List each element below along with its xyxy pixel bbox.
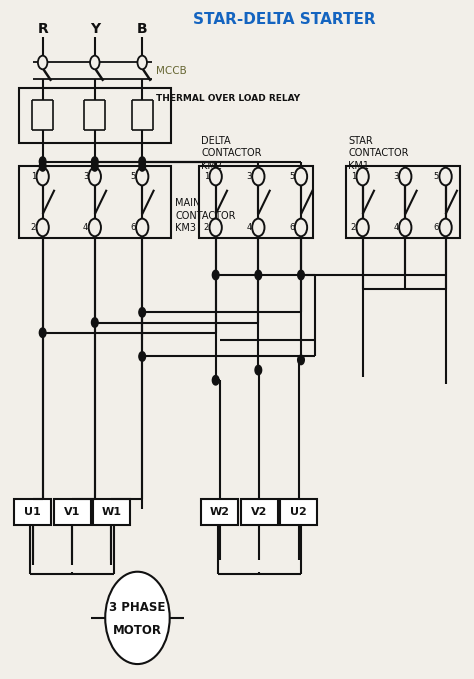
Circle shape	[252, 168, 264, 185]
Text: 5: 5	[130, 172, 136, 181]
Text: R: R	[37, 22, 48, 35]
Circle shape	[89, 168, 101, 185]
Text: W1: W1	[101, 507, 121, 517]
Circle shape	[139, 308, 146, 317]
Bar	[346, 166, 460, 238]
Circle shape	[210, 168, 222, 185]
Text: 3: 3	[83, 172, 88, 181]
Text: 6: 6	[434, 223, 439, 232]
Circle shape	[295, 219, 307, 236]
Bar	[201, 499, 238, 525]
Bar	[19, 88, 171, 143]
Circle shape	[91, 318, 98, 327]
Circle shape	[356, 219, 369, 236]
Circle shape	[399, 168, 411, 185]
Circle shape	[90, 56, 100, 69]
Circle shape	[105, 572, 170, 664]
Circle shape	[139, 352, 146, 361]
Text: U1: U1	[24, 507, 41, 517]
Text: V1: V1	[64, 507, 80, 517]
Circle shape	[210, 219, 222, 236]
Circle shape	[439, 219, 452, 236]
Circle shape	[137, 56, 147, 69]
Text: 3: 3	[246, 172, 252, 181]
Circle shape	[136, 168, 148, 185]
Text: 2: 2	[351, 223, 356, 232]
Bar	[19, 166, 171, 238]
Text: MOTOR: MOTOR	[113, 623, 162, 637]
Text: B: B	[137, 22, 147, 35]
Circle shape	[212, 375, 219, 385]
Circle shape	[36, 168, 49, 185]
Circle shape	[39, 157, 46, 166]
Circle shape	[36, 219, 49, 236]
Text: 5: 5	[434, 172, 439, 181]
Text: 3 PHASE: 3 PHASE	[109, 601, 165, 614]
Bar	[54, 499, 91, 525]
Text: U2: U2	[290, 507, 307, 517]
Text: 1: 1	[351, 172, 356, 181]
Text: Y: Y	[90, 22, 100, 35]
Circle shape	[39, 328, 46, 337]
Text: THERMAL OVER LOAD RELAY: THERMAL OVER LOAD RELAY	[156, 94, 301, 103]
Text: V2: V2	[251, 507, 267, 517]
Circle shape	[91, 157, 98, 166]
Text: STAR-DELTA STARTER: STAR-DELTA STARTER	[193, 12, 376, 26]
Bar	[280, 499, 317, 525]
Bar	[199, 166, 313, 238]
Text: MAIN
CONTACTOR
KM3: MAIN CONTACTOR KM3	[175, 198, 236, 233]
Circle shape	[298, 355, 304, 365]
Circle shape	[39, 162, 46, 171]
Text: 2: 2	[204, 223, 209, 232]
Text: 3: 3	[393, 172, 399, 181]
Bar	[93, 499, 130, 525]
Text: 5: 5	[289, 172, 294, 181]
Circle shape	[295, 168, 307, 185]
Circle shape	[255, 270, 262, 280]
Circle shape	[38, 56, 47, 69]
Text: W2: W2	[210, 507, 230, 517]
Bar	[241, 499, 278, 525]
Circle shape	[136, 219, 148, 236]
Circle shape	[252, 219, 264, 236]
Circle shape	[139, 162, 146, 171]
Text: MCCB: MCCB	[156, 66, 187, 76]
Text: 6: 6	[289, 223, 294, 232]
Bar	[14, 499, 51, 525]
Text: 4: 4	[393, 223, 399, 232]
Circle shape	[439, 168, 452, 185]
Circle shape	[91, 162, 98, 171]
Text: 1: 1	[31, 172, 36, 181]
Circle shape	[139, 157, 146, 166]
Circle shape	[356, 168, 369, 185]
Circle shape	[399, 219, 411, 236]
Circle shape	[89, 219, 101, 236]
Circle shape	[212, 270, 219, 280]
Text: STAR
CONTACTOR
KM1: STAR CONTACTOR KM1	[348, 136, 409, 170]
Text: DELTA
CONTACTOR
KM2: DELTA CONTACTOR KM2	[201, 136, 262, 170]
Text: 6: 6	[130, 223, 136, 232]
Text: 1: 1	[204, 172, 209, 181]
Text: 2: 2	[31, 223, 36, 232]
Circle shape	[255, 365, 262, 375]
Text: 4: 4	[246, 223, 252, 232]
Text: 4: 4	[83, 223, 88, 232]
Circle shape	[298, 270, 304, 280]
